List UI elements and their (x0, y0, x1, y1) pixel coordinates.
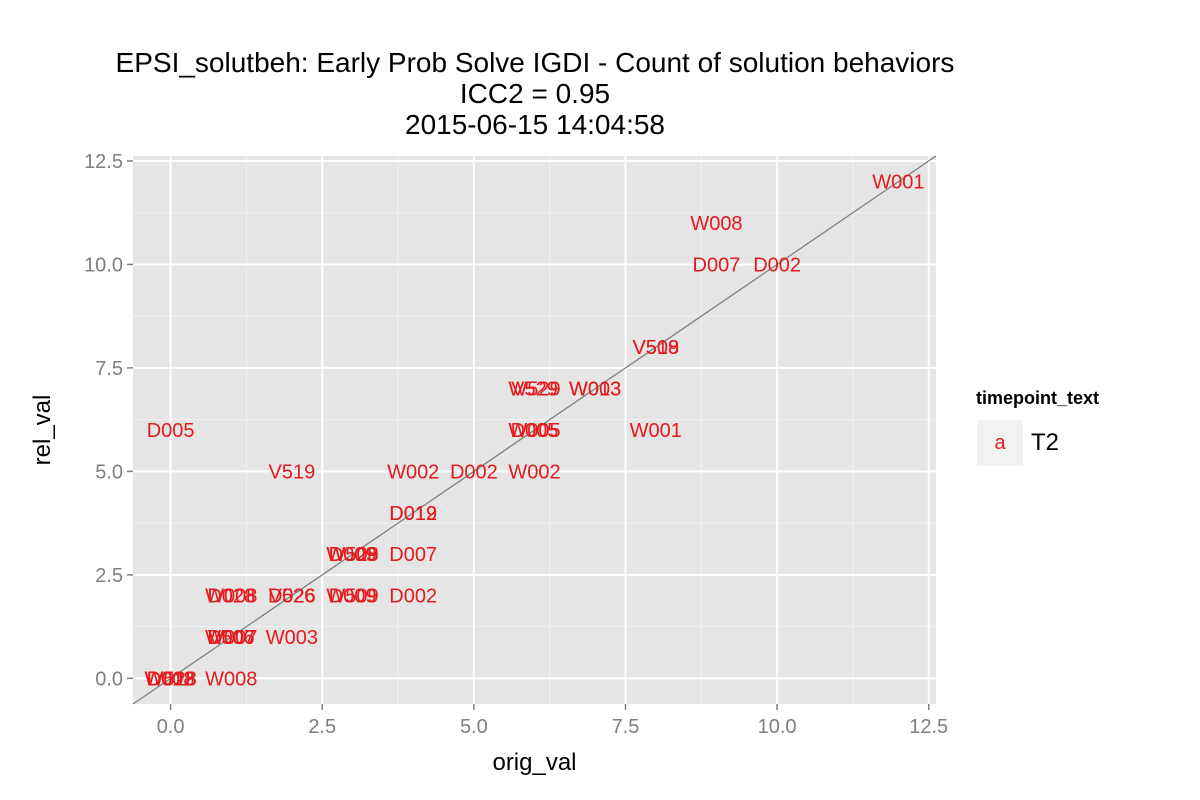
point-label: D002 (389, 586, 437, 608)
point-label: W001 (872, 172, 924, 194)
point-label: W008 (690, 213, 742, 235)
point-label: V526 (269, 586, 316, 608)
point-label: W002 (508, 461, 560, 483)
point-label: D007 (693, 254, 741, 276)
major-gridlines (133, 156, 936, 704)
x-axis-title: orig_val (492, 749, 576, 776)
point-label: W509 (326, 586, 378, 608)
point-label: V519 (269, 461, 316, 483)
y-tick-label: 7.5 (95, 358, 123, 380)
x-axis-ticks: 0.0 2.5 5.0 7.5 10.0 12.5 (157, 704, 948, 738)
point-label: W528 (326, 544, 378, 566)
minor-gridlines (133, 156, 936, 704)
point-label: W002 (387, 461, 439, 483)
identity-line-group (132, 155, 937, 705)
point-label: W001 (630, 420, 682, 442)
point-label: W013 (569, 379, 621, 401)
x-tick-label: 10.0 (758, 716, 797, 738)
point-label: V509 (632, 337, 679, 359)
point-label: V518 (632, 337, 679, 359)
point-label: V529 (511, 379, 558, 401)
point-label: V506 (208, 627, 255, 649)
point-label: D012 (389, 503, 437, 525)
point-label: D002 (450, 461, 498, 483)
x-tick-label: 0.0 (157, 716, 185, 738)
point-label: W003 (569, 379, 621, 401)
point-label: D008 (147, 668, 195, 690)
point-label: W528 (144, 668, 196, 690)
point-label: D028 (207, 586, 255, 608)
point-label: D002 (753, 254, 801, 276)
chart-title-line-3: 2015-06-15 14:04:58 (405, 109, 665, 140)
point-label: W008 (205, 586, 257, 608)
point-label: W018 (144, 668, 196, 690)
x-tick-label: 2.5 (308, 716, 336, 738)
x-tick-label: 5.0 (460, 716, 488, 738)
point-label: D005 (147, 420, 195, 442)
point-label: D019 (389, 503, 437, 525)
chart-title: EPSI_solutbeh: Early Prob Solve IGDI - C… (0, 47, 1070, 140)
y-axis-ticks: 0.0 2.5 5.0 7.5 10.0 12.5 (84, 151, 133, 690)
y-tick-label: 0.0 (95, 668, 123, 690)
point-label: W005 (508, 420, 560, 442)
point-label: D009 (329, 586, 377, 608)
x-tick-label: 12.5 (909, 716, 948, 738)
x-tick-label: 7.5 (612, 716, 640, 738)
chart-title-line-1: EPSI_solutbeh: Early Prob Solve IGDI - C… (115, 47, 955, 78)
point-label: D005 (511, 420, 559, 442)
point-label: D012 (147, 668, 195, 690)
legend-key: a (977, 420, 1023, 466)
point-label: W509 (326, 544, 378, 566)
point-label: D007 (207, 627, 255, 649)
y-axis-title: rel_val (29, 395, 56, 466)
y-tick-label: 10.0 (84, 254, 123, 276)
legend-title: timepoint_text (976, 388, 1100, 408)
point-label: D007 (389, 544, 437, 566)
chart-title-line-2: ICC2 = 0.95 (459, 78, 611, 109)
point-label: W007 (205, 627, 257, 649)
point-label: D026 (268, 586, 316, 608)
point-label: W003 (266, 627, 318, 649)
point-label: W529 (508, 379, 560, 401)
point-label: W008 (205, 668, 257, 690)
y-tick-label: 5.0 (95, 461, 123, 483)
y-tick-label: 12.5 (84, 151, 123, 173)
legend-label: T2 (1031, 429, 1060, 456)
identity-line (132, 155, 937, 705)
y-tick-label: 2.5 (95, 565, 123, 587)
point-label: D009 (329, 544, 377, 566)
